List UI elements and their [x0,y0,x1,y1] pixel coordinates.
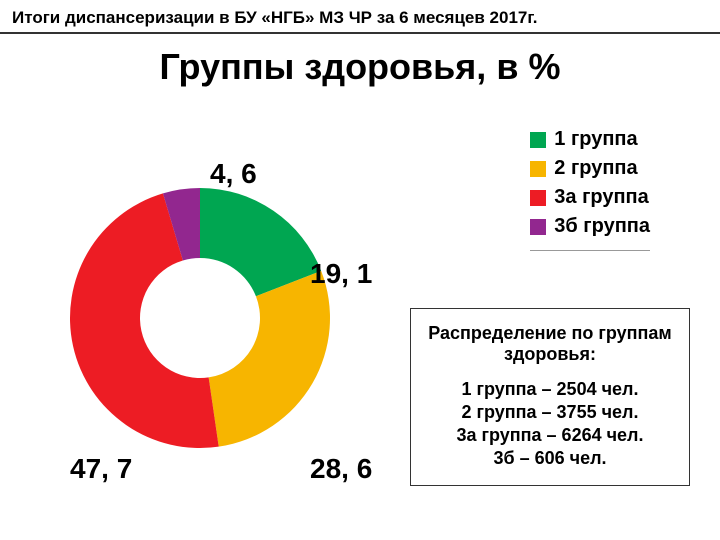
legend-label: 3а группа [554,186,649,209]
legend-item: 1 группа [530,128,650,151]
info-box-title: Распределение по группам здоровья: [421,323,679,365]
chart-data-label: 28, 6 [310,453,372,485]
chart-data-label: 47, 7 [70,453,132,485]
page-header: Итоги диспансеризации в БУ «НГБ» МЗ ЧР з… [0,0,720,34]
info-line: 1 группа – 2504 чел. [421,379,679,400]
legend-label: 3б группа [554,215,650,238]
legend-label: 2 группа [554,157,637,180]
legend-marker [530,219,546,235]
donut-slice [209,271,330,447]
legend-marker [530,132,546,148]
legend-marker [530,190,546,206]
legend-item: 2 группа [530,157,650,180]
info-line: 2 группа – 3755 чел. [421,402,679,423]
donut-chart [60,178,340,458]
chart-data-label: 4, 6 [210,158,257,190]
info-line: 3б – 606 чел. [421,448,679,469]
chart-area: 19, 128, 647, 74, 6 [40,118,390,468]
legend-item: 3а группа [530,186,650,209]
legend-marker [530,161,546,177]
chart-data-label: 19, 1 [310,258,372,290]
info-line: 3а группа – 6264 чел. [421,425,679,446]
content-area: 19, 128, 647, 74, 6 1 группа2 группа3а г… [0,88,720,518]
legend-item: 3б группа [530,215,650,238]
legend-label: 1 группа [554,128,637,151]
legend: 1 группа 2 группа 3а группа 3б группа [530,128,650,251]
chart-title: Группы здоровья, в % [0,46,720,88]
info-box: Распределение по группам здоровья: 1 гру… [410,308,690,486]
